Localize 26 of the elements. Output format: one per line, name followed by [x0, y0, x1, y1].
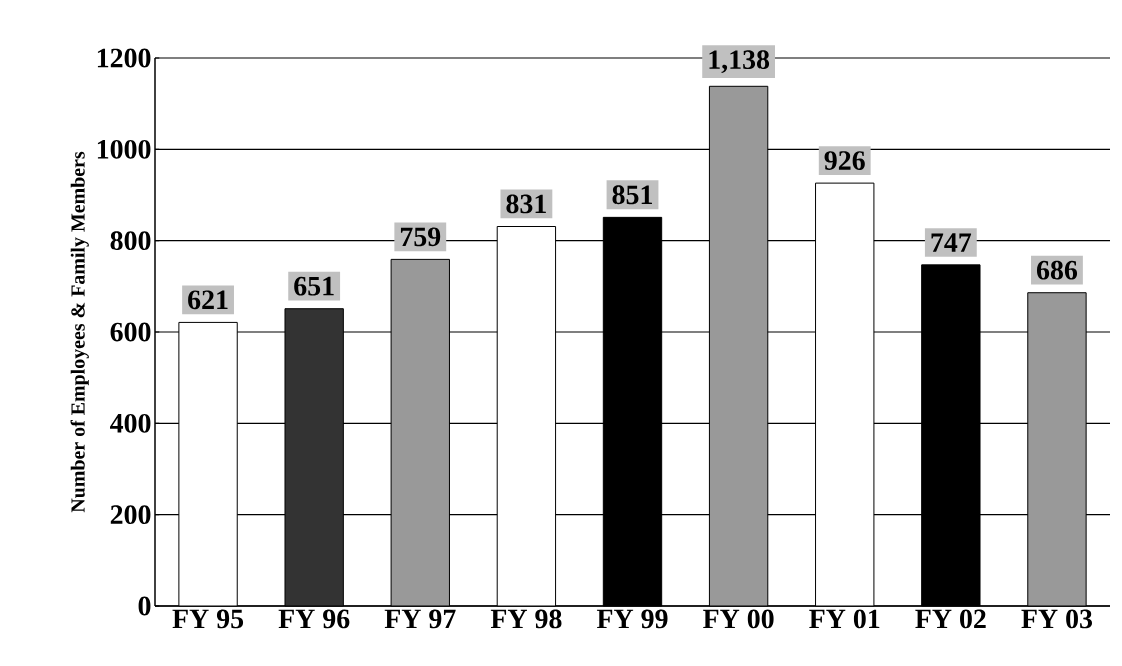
y-tick-label: 1000 [97, 139, 151, 159]
x-tick-label: FY 03 [1021, 609, 1093, 629]
data-label: 651 [294, 276, 334, 296]
y-axis-title: Number of Employees & Family Members [70, 151, 89, 513]
x-tick-label: FY 00 [703, 609, 774, 629]
x-tick-label: FY 01 [809, 609, 880, 629]
x-tick-label: FY 96 [278, 609, 350, 629]
x-tick-label: FY 98 [490, 609, 562, 629]
data-label: 747 [931, 233, 972, 252]
y-tick-label: 800 [110, 231, 151, 251]
x-tick-label: FY 02 [915, 609, 986, 629]
data-label: 831 [506, 194, 546, 214]
data-label: 621 [188, 290, 228, 310]
x-tick-label: FY 95 [172, 609, 244, 629]
data-label: 1,138 [709, 50, 770, 74]
data-label: 851 [612, 185, 652, 205]
y-tick-label: 600 [110, 322, 151, 342]
y-tick-label: 400 [110, 413, 151, 433]
y-tick-label: 0 [138, 596, 151, 616]
data-label: 759 [400, 227, 441, 247]
y-tick-label: 1200 [97, 48, 151, 68]
x-tick-label: FY 97 [384, 609, 456, 629]
y-tick-label: 200 [110, 505, 151, 525]
data-label: 686 [1036, 260, 1078, 280]
x-tick-label: FY 99 [596, 609, 668, 629]
data-label: 926 [824, 151, 865, 170]
